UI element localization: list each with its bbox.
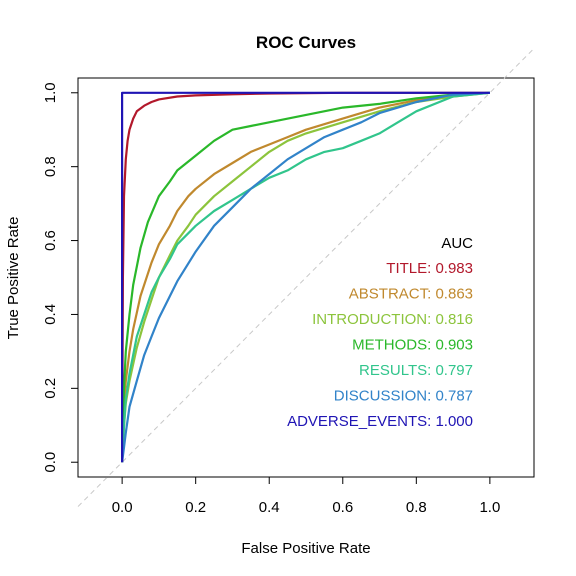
legend-entry-methods: METHODS: 0.903 [352, 337, 473, 354]
x-tick-label: 0.8 [406, 499, 427, 516]
chart-title: ROC Curves [256, 33, 356, 52]
y-axis-label: True Positive Rate [5, 217, 22, 340]
legend: AUC TITLE: 0.983 ABSTRACT: 0.863 INTRODUCT… [287, 235, 473, 430]
series-line-abstract [121, 91, 490, 463]
legend-entry-abstract: ABSTRACT: 0.863 [349, 286, 473, 303]
x-axis-label: False Positive Rate [241, 540, 370, 557]
x-tick-label: 0.2 [185, 499, 206, 516]
y-tick-label: 0.8 [42, 156, 59, 177]
legend-title: AUC [441, 235, 473, 252]
legend-entry-adverse-events: ADVERSE_EVENTS: 1.000 [287, 413, 473, 430]
x-tick-label: 0.0 [112, 499, 133, 516]
y-tick-label: 0.0 [42, 452, 59, 473]
legend-entry-introduction: INTRODUCTION: 0.816 [312, 311, 473, 328]
x-tick-label: 0.6 [332, 499, 353, 516]
series-line-results [121, 91, 491, 463]
x-tick-label: 0.4 [259, 499, 280, 516]
series-line-introduction [121, 91, 491, 463]
y-tick-label: 0.4 [42, 304, 59, 325]
x-axis: 0.0 0.2 0.4 0.6 0.8 1.0 [112, 476, 500, 516]
series-line-adverse-events [120, 91, 490, 463]
x-tick-label: 1.0 [479, 499, 500, 516]
series-line-methods [121, 91, 490, 463]
series-line-discussion [121, 91, 490, 463]
legend-entry-discussion: DISCUSSION: 0.787 [334, 388, 473, 405]
y-axis: 0.0 0.2 0.4 0.6 0.8 1.0 [42, 82, 79, 473]
y-tick-label: 1.0 [42, 82, 59, 103]
legend-entry-title: TITLE: 0.983 [386, 260, 473, 277]
y-tick-label: 0.2 [42, 378, 59, 399]
series-layer [120, 91, 491, 463]
y-tick-label: 0.6 [42, 230, 59, 251]
legend-entry-results: RESULTS: 0.797 [359, 362, 473, 379]
